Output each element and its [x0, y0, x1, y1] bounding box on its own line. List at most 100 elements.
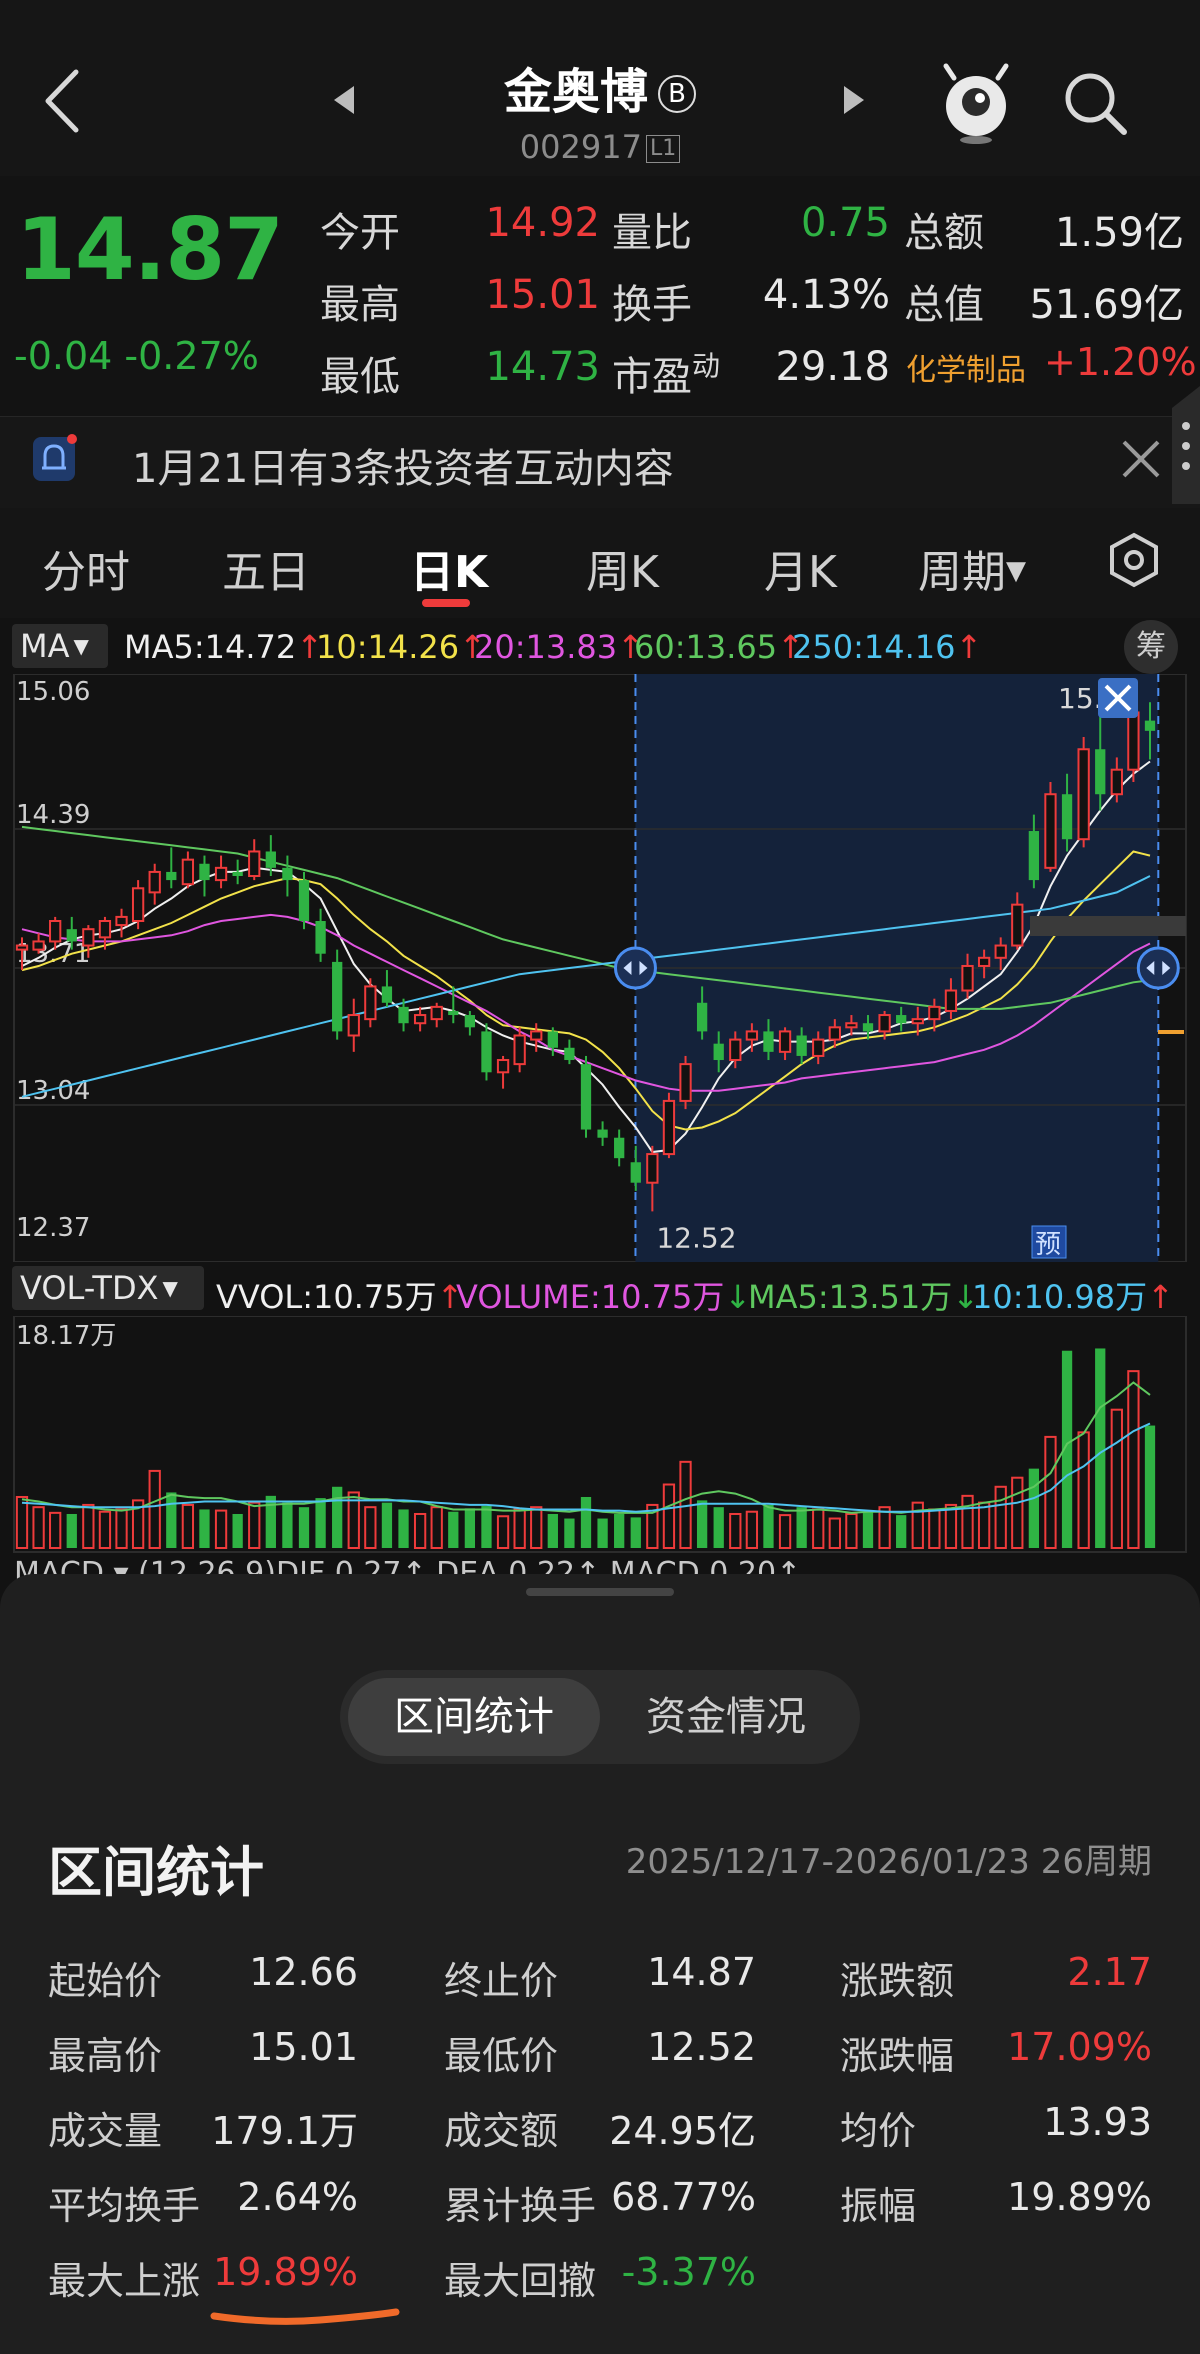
- candle-body: [398, 1006, 409, 1024]
- candle: [166, 847, 177, 889]
- selection-close-button[interactable]: [1098, 678, 1138, 718]
- volume-bar: [778, 1514, 792, 1549]
- volume-bar: [763, 1504, 774, 1548]
- tab-daily-k[interactable]: 日K: [410, 547, 489, 598]
- candle-body: [862, 1023, 874, 1032]
- candle: [745, 1023, 759, 1052]
- tab-weekly-k[interactable]: 周K: [586, 547, 659, 598]
- volume-bar: [597, 1518, 608, 1548]
- candle: [812, 1031, 825, 1065]
- handle-arrow-left: [1146, 961, 1155, 975]
- stock-badge: B: [658, 75, 696, 113]
- candle-body: [1077, 748, 1090, 841]
- volume-bar: [430, 1506, 443, 1549]
- sheet-drag-handle[interactable]: [526, 1588, 674, 1596]
- indicator-selector[interactable]: MA ▼: [12, 624, 108, 668]
- tab-monthly-k[interactable]: 月K: [764, 547, 837, 598]
- selection-low-label: 12.52: [656, 1221, 736, 1254]
- candle: [614, 1129, 625, 1167]
- candle: [580, 1055, 592, 1138]
- tab-intraday[interactable]: 分时: [42, 547, 130, 598]
- last-price: 14.87: [16, 200, 284, 300]
- candle-body: [448, 1010, 459, 1016]
- volume-bar: [944, 1503, 958, 1550]
- quote-label-market-cap: 总值: [904, 282, 984, 328]
- candle: [347, 998, 360, 1052]
- quote-value-open: 14.92: [485, 200, 600, 246]
- candle: [994, 937, 1007, 971]
- candle: [977, 949, 991, 979]
- ma-legend-item: 60:13.65↑: [634, 628, 804, 666]
- candle-body: [679, 1063, 692, 1102]
- mascot-icon[interactable]: [940, 60, 1012, 144]
- price-change: -0.04 -0.27%: [14, 334, 259, 378]
- volume-bar: [614, 1513, 625, 1548]
- ma-legend-item: MA5:14.72↑: [124, 628, 324, 666]
- volume-bar: [181, 1503, 195, 1550]
- prev-stock-icon[interactable]: [332, 84, 356, 116]
- handle-circle: [613, 946, 657, 990]
- volume-bar: [496, 1515, 510, 1550]
- close-icon[interactable]: [1120, 438, 1162, 480]
- candle: [413, 1006, 427, 1032]
- stat-label: 最低价: [444, 2034, 559, 2078]
- candle: [481, 1023, 492, 1081]
- segment-fund-flow[interactable]: 资金情况: [646, 1694, 806, 1740]
- candle-body: [614, 1137, 625, 1159]
- candle: [464, 1010, 476, 1036]
- stat-label: 成交额: [444, 2109, 559, 2153]
- candle-body: [1144, 720, 1156, 731]
- quote-value-low: 14.73: [485, 344, 600, 390]
- ma-legend-item: 20:13.83↑: [474, 628, 644, 666]
- volume-legend-item: 10:10.98万↑: [972, 1278, 1174, 1316]
- volume-bar: [398, 1509, 409, 1548]
- volume-chart[interactable]: 18.17万: [0, 1316, 1200, 1556]
- next-stock-icon[interactable]: [842, 84, 866, 116]
- candle: [148, 863, 161, 905]
- volume-indicator-selector[interactable]: VOL-TDX ▼: [12, 1266, 204, 1310]
- more-vertical-icon[interactable]: [1168, 386, 1200, 504]
- stat-value: 2.64%: [237, 2175, 358, 2219]
- candle-body: [148, 870, 161, 894]
- quote-panel: [0, 176, 1200, 416]
- notice-text[interactable]: 1月21日有3条投资者互动内容: [132, 446, 674, 492]
- settings-hexagon-icon[interactable]: [1106, 532, 1162, 588]
- volume-bar: [1127, 1370, 1140, 1549]
- segment-interval-stats[interactable]: 区间统计: [348, 1678, 600, 1756]
- candle: [98, 916, 112, 950]
- chip-distribution-button[interactable]: 筹: [1124, 620, 1178, 674]
- candle-body: [232, 871, 243, 877]
- candle-body: [115, 915, 128, 927]
- volume-legend-item: VVOL:10.75万↑: [216, 1278, 464, 1316]
- handle-arrow-left: [623, 961, 632, 975]
- volume-bar: [828, 1517, 841, 1550]
- selection-right-handle[interactable]: [1136, 946, 1180, 990]
- tab-five-day[interactable]: 五日: [222, 547, 310, 598]
- volume-bar: [878, 1506, 891, 1549]
- candle: [448, 986, 459, 1024]
- candle: [1011, 892, 1024, 950]
- quote-label-pe-ratio: 市盈动: [612, 349, 721, 400]
- candle-body: [696, 1002, 708, 1032]
- search-icon[interactable]: [1062, 70, 1128, 136]
- candle: [696, 986, 708, 1040]
- candle-body: [597, 1129, 608, 1138]
- notice-bar[interactable]: [0, 416, 1200, 508]
- candle: [66, 916, 77, 950]
- candle: [430, 1002, 443, 1028]
- candle-body: [845, 1022, 858, 1029]
- stock-name: 金奥博: [503, 64, 648, 120]
- volume-bar: [713, 1507, 724, 1548]
- stock-code: 002917: [519, 128, 642, 166]
- candle: [828, 1019, 841, 1048]
- forecast-label: 预: [1035, 1230, 1061, 1260]
- stat-value: 24.95亿: [609, 2109, 756, 2153]
- candle: [82, 925, 95, 958]
- selection-left-handle[interactable]: [613, 946, 657, 990]
- back-arrow-icon[interactable]: [40, 66, 88, 136]
- price-axis-label: 15.06: [16, 677, 90, 707]
- candle: [131, 880, 145, 930]
- sector-name[interactable]: 化学制品: [906, 353, 1026, 388]
- tab-period[interactable]: 周期▼: [918, 547, 1026, 598]
- candlestick-chart[interactable]: 15.06 14.39 13.71 13.04 12.37 12.52 15. 预: [0, 674, 1200, 1262]
